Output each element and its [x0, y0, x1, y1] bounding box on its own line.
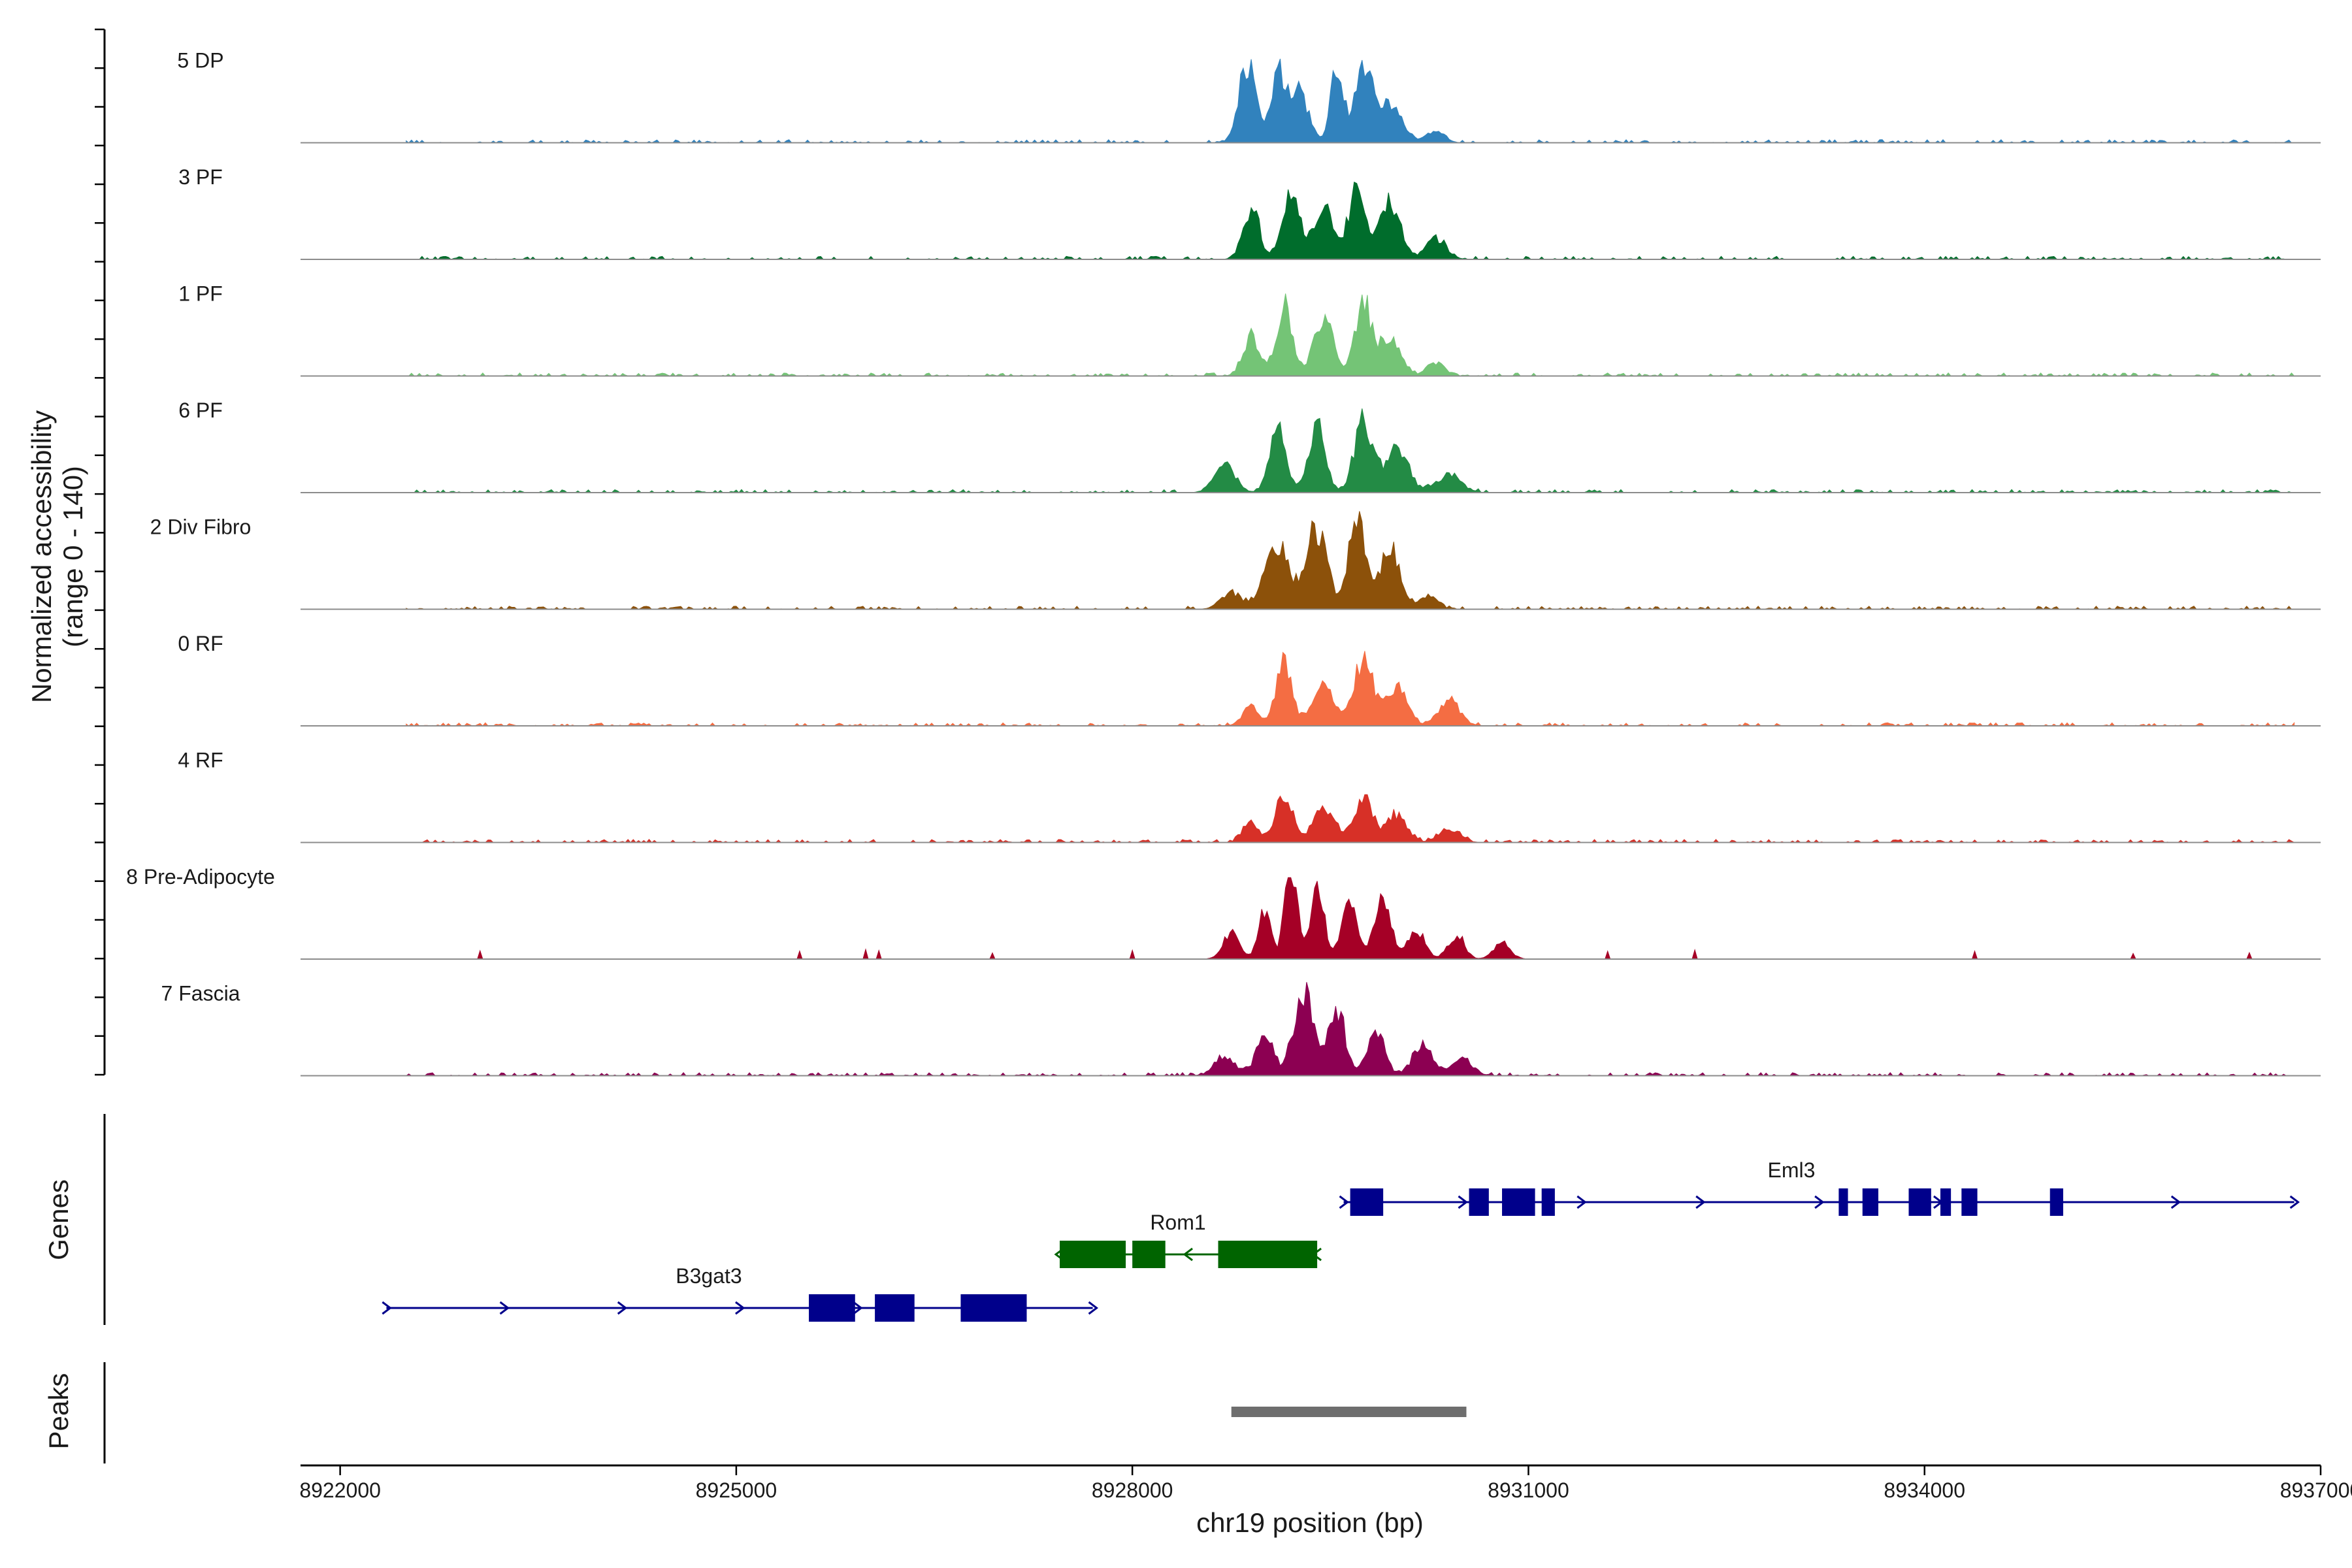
x-tick-label: 8934000 — [1884, 1478, 1965, 1502]
exon — [1862, 1188, 1878, 1216]
track-label: 5 DP — [177, 49, 223, 73]
x-tick-label: 8937000 — [2280, 1478, 2352, 1502]
exon — [1218, 1241, 1318, 1268]
y-axis-label-line1: Normalized accessibility — [26, 410, 57, 703]
track-label: 0 RF — [178, 632, 223, 655]
coverage-area — [406, 58, 2295, 144]
track-label: 7 Fascia — [161, 982, 240, 1005]
strand-arrow — [382, 1301, 392, 1315]
strand-arrow — [1183, 1247, 1193, 1262]
exon — [809, 1294, 855, 1322]
gene-label: Eml3 — [1768, 1158, 1816, 1182]
track-5: 0 RF — [178, 632, 2321, 727]
coverage-tracks: 5 DP 3 PF 1 PF 6 PF 2 Div Fibro 0 RF 4 RF 8 Pre… — [95, 28, 2321, 1077]
exon — [1940, 1188, 1952, 1216]
track-3: 6 PF — [178, 399, 2321, 493]
gene-Rom1: Rom1 — [1054, 1211, 1322, 1268]
gene-B3gat3: B3gat3 — [382, 1264, 1099, 1322]
strand-arrow — [1695, 1195, 1706, 1209]
strand-arrow — [735, 1301, 745, 1315]
x-tick-label: 8931000 — [1488, 1478, 1569, 1502]
coverage-area — [406, 794, 2295, 843]
track-label: 8 Pre-Adipocyte — [126, 865, 275, 889]
track-label: 3 PF — [178, 165, 223, 189]
track-6: 4 RF — [178, 749, 2321, 843]
coverage-area — [406, 651, 2295, 727]
x-axis-label: chr19 position (bp) — [1196, 1507, 1424, 1538]
genes-panel-label: Genes — [43, 1179, 74, 1260]
coverage-area — [406, 182, 2295, 260]
exon — [1541, 1188, 1555, 1216]
exon — [1350, 1188, 1384, 1216]
strand-arrow — [499, 1301, 510, 1315]
track-1: 3 PF — [178, 165, 2321, 260]
exon — [1908, 1188, 1931, 1216]
track-2: 1 PF — [178, 282, 2321, 377]
strand-arrow — [1458, 1195, 1468, 1209]
gene-label: B3gat3 — [676, 1264, 742, 1288]
y-axis-label-line2: (range 0 - 140) — [57, 466, 88, 647]
peaks-panel: Peaks — [43, 1362, 1467, 1463]
x-axis: chr19 position (bp) 8922000 8925000 892800… — [299, 1464, 2352, 1538]
gene-Eml3: Eml3 — [1339, 1158, 2300, 1216]
exon — [1961, 1188, 1978, 1216]
exon — [1060, 1241, 1126, 1268]
peak-region — [1231, 1407, 1467, 1417]
coverage-area — [406, 408, 2295, 493]
track-label: 2 Div Fibro — [150, 515, 252, 539]
track-7: 8 Pre-Adipocyte — [126, 865, 2321, 960]
strand-arrow — [1339, 1195, 1350, 1209]
strand-arrow — [617, 1301, 628, 1315]
exon — [1838, 1188, 1848, 1216]
peaks-panel-label: Peaks — [43, 1373, 74, 1450]
strand-arrow — [1088, 1301, 1099, 1315]
coverage-area — [406, 511, 2295, 610]
coverage-area — [405, 982, 2295, 1077]
track-label: 4 RF — [178, 749, 223, 772]
exon — [1502, 1188, 1535, 1216]
strand-arrow — [2289, 1195, 2300, 1209]
coverage-area — [406, 293, 2295, 377]
track-label: 6 PF — [178, 399, 223, 422]
track-label: 1 PF — [178, 282, 223, 306]
x-tick-label: 8922000 — [299, 1478, 381, 1502]
exon — [2050, 1188, 2063, 1216]
track-0: 5 DP — [177, 49, 2321, 144]
y-axis-label: Normalized accessibility (range 0 - 140) — [26, 410, 88, 703]
strand-arrow — [1576, 1195, 1587, 1209]
strand-arrow — [1814, 1195, 1825, 1209]
strand-arrow — [853, 1301, 863, 1315]
genes-panel: Genes B3gat3 Rom1 Eml3 — [43, 1114, 2300, 1325]
x-tick-label: 8925000 — [696, 1478, 777, 1502]
track-4: 2 Div Fibro — [150, 511, 2321, 610]
exon — [1132, 1241, 1166, 1268]
exon — [875, 1294, 915, 1322]
track-8: 7 Fascia — [161, 982, 2321, 1077]
exon — [1469, 1188, 1489, 1216]
coverage-area — [406, 877, 2295, 960]
gene-label: Rom1 — [1150, 1211, 1205, 1234]
strand-arrow — [2170, 1195, 2181, 1209]
x-tick-label: 8928000 — [1092, 1478, 1173, 1502]
exon — [960, 1294, 1027, 1322]
